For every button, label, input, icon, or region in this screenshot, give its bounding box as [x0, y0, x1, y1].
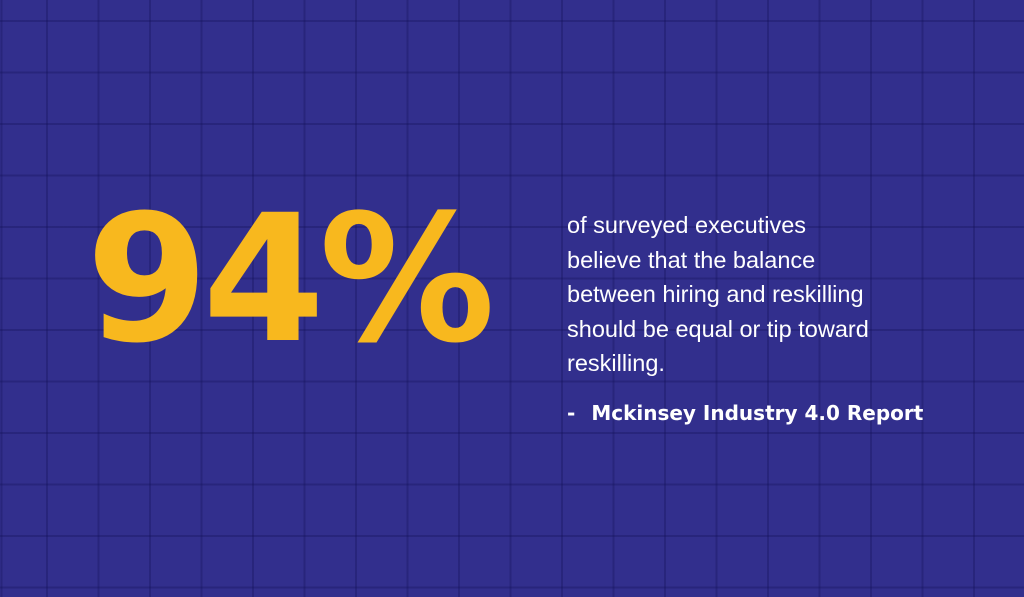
source: - Mckinsey Industry 4.0 Report — [567, 398, 923, 428]
description-line: reskilling. — [567, 350, 665, 376]
stat-figure: 94% — [86, 177, 495, 382]
source-text: Mckinsey Industry 4.0 Report — [591, 401, 924, 425]
description-line: believe that the balance — [567, 246, 816, 273]
source-dash: - — [567, 401, 576, 425]
description-line: of surveyed executives — [567, 212, 807, 238]
description-line: should be equal or tip toward — [567, 315, 869, 342]
description-line: between hiring and reskilling — [567, 281, 864, 307]
stat-description: of surveyed executives believe that the b… — [567, 208, 869, 381]
